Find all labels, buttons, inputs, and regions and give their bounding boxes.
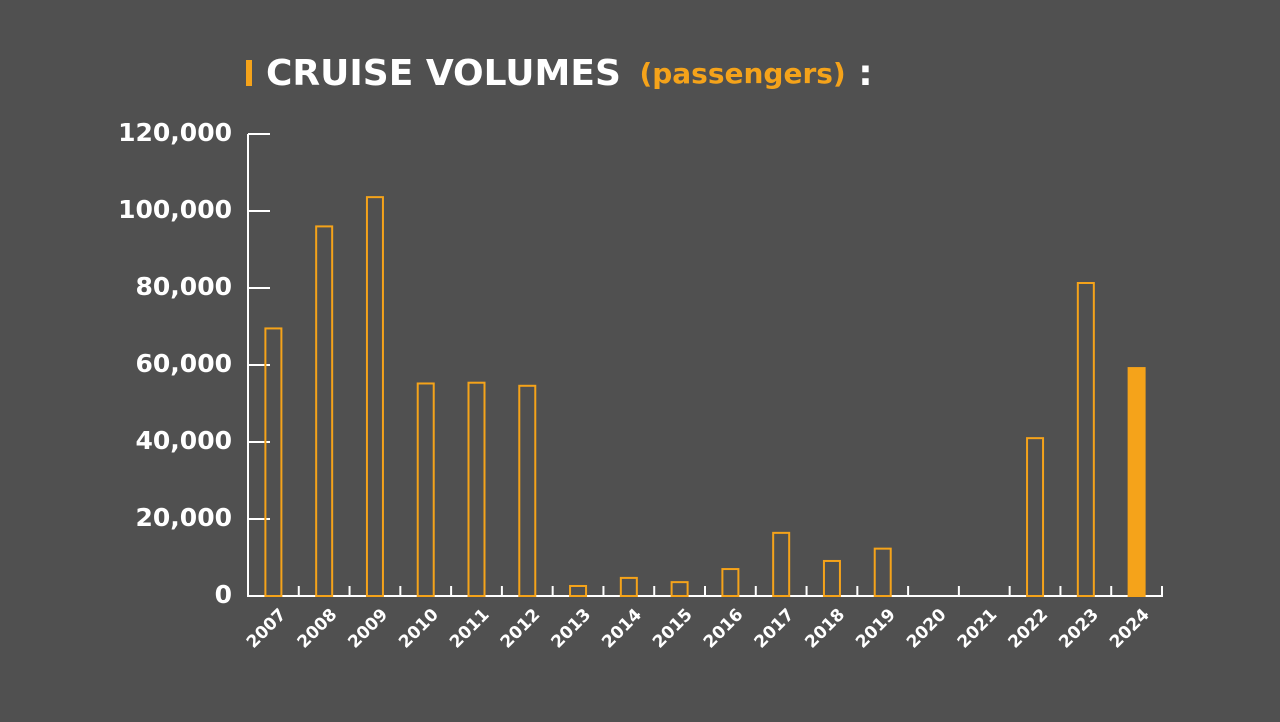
x-tick-label: 2014 [598,605,646,653]
title-suffix: : [858,53,872,94]
x-tick-label: 2008 [294,605,342,653]
bar [315,225,334,597]
bar [467,381,486,597]
bar [619,576,638,598]
y-tick-label: 20,000 [136,503,232,532]
bar [1127,367,1146,597]
title-unit: (passengers) [639,57,845,90]
title-main: CRUISE VOLUMES [266,53,621,94]
y-tick-label: 60,000 [136,349,232,378]
x-tick-label: 2010 [395,605,443,653]
x-tick-label: 2015 [649,605,697,653]
y-tick-label: 80,000 [136,272,232,301]
bar [772,531,791,597]
bar [822,559,841,598]
bar [365,196,384,597]
x-tick-label: 2019 [852,605,900,653]
bar [1076,281,1095,597]
x-tick-label: 2018 [801,605,849,653]
x-tick-label: 2017 [751,605,799,653]
y-tick-label: 100,000 [118,195,232,224]
bar [518,384,537,598]
x-tick-label: 2023 [1055,605,1103,653]
y-tick-label: 120,000 [118,118,232,147]
chart-title: CRUISE VOLUMES (passengers) : [266,53,873,94]
x-tick-label: 2013 [548,605,596,653]
x-tick-label: 2012 [497,605,545,653]
x-tick-label: 2024 [1106,605,1154,653]
bar [416,382,435,598]
bar [569,584,588,597]
x-tick-label: 2016 [700,605,748,653]
y-tick-label: 0 [215,580,232,609]
x-tick-label: 2009 [344,605,392,653]
x-tick-label: 2022 [1005,605,1053,653]
x-tick-label: 2011 [446,605,494,653]
x-tick-label: 2021 [954,605,1002,653]
y-tick-label: 40,000 [136,426,232,455]
bar [873,547,892,598]
x-tick-label: 2020 [903,605,951,653]
bar [1026,437,1045,597]
bar [721,568,740,597]
title-marker [246,60,252,86]
x-tick-label: 2007 [243,605,291,653]
bar [264,327,283,597]
bar [670,581,689,598]
